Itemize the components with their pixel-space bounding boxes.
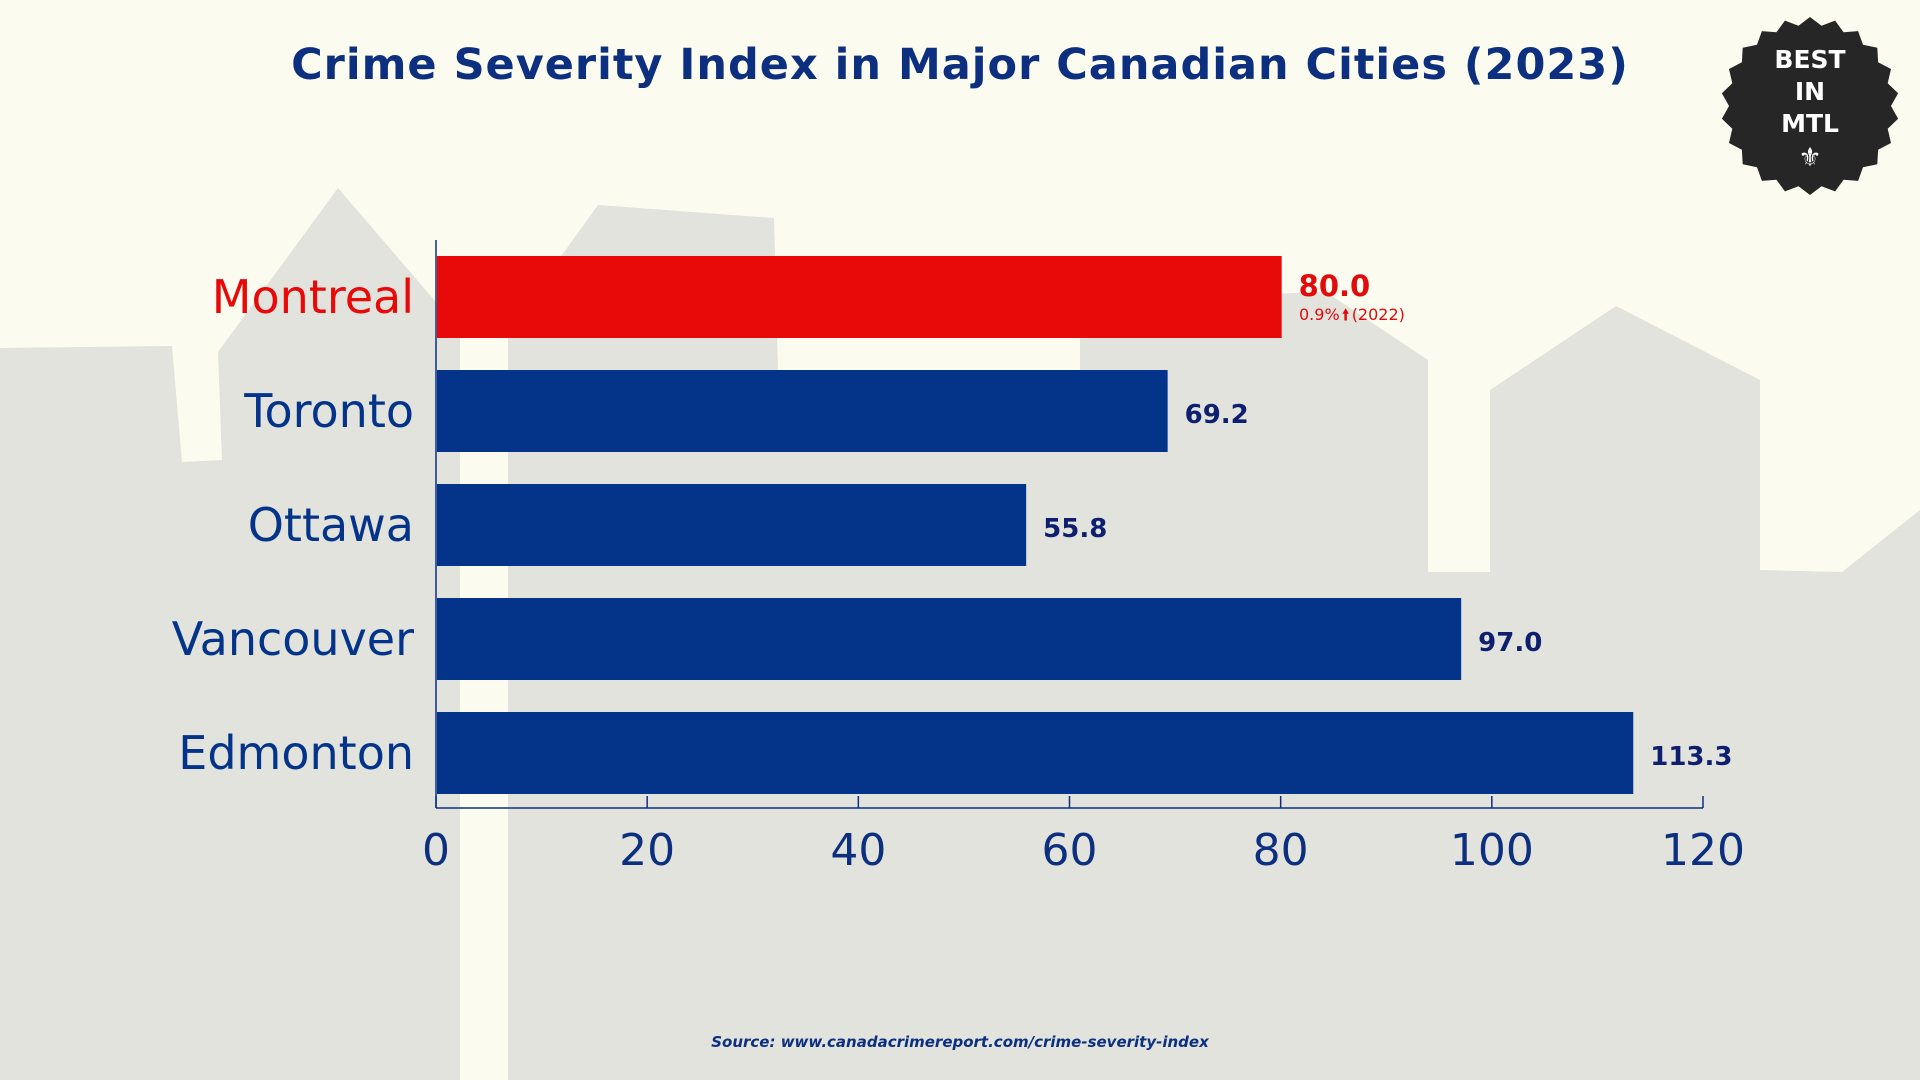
category-label-edmonton: Edmonton — [178, 726, 414, 780]
badge-line-2: IN — [1794, 77, 1826, 106]
best-in-mtl-badge: BEST IN MTL ⚜ — [1720, 16, 1900, 196]
category-label-montreal: Montreal — [212, 270, 414, 324]
badge-shape — [1721, 17, 1899, 195]
badge-line-1: BEST — [1774, 45, 1846, 74]
x-tick-label: 100 — [1450, 825, 1534, 876]
x-tick-label: 40 — [830, 825, 886, 876]
change-year: (2022) — [1351, 305, 1405, 324]
chart-title: Crime Severity Index in Major Canadian C… — [291, 40, 1629, 90]
bar-vancouver — [437, 598, 1462, 680]
value-label-ottawa: 55.8 — [1043, 514, 1107, 544]
source-note: Source: www.canadacrimereport.com/crime-… — [711, 1033, 1209, 1051]
change-percent: 0.9% — [1299, 305, 1340, 324]
category-label-toronto: Toronto — [243, 384, 414, 438]
bar-edmonton — [437, 712, 1634, 794]
x-tick-label: 60 — [1042, 825, 1098, 876]
value-label-montreal: 80.0 — [1299, 269, 1371, 303]
bar-ottawa — [437, 484, 1027, 566]
x-tick-label: 80 — [1253, 825, 1309, 876]
category-label-ottawa: Ottawa — [248, 498, 414, 552]
fleur-de-lis-icon: ⚜ — [1798, 142, 1822, 172]
value-label-vancouver: 97.0 — [1478, 628, 1542, 658]
badge-line-3: MTL — [1781, 109, 1839, 138]
x-tick-label: 0 — [422, 825, 450, 876]
value-label-edmonton: 113.3 — [1650, 742, 1732, 772]
x-tick-label: 20 — [619, 825, 675, 876]
badge-text: BEST IN MTL — [1720, 44, 1900, 140]
x-tick-label: 120 — [1661, 825, 1745, 876]
category-label-vancouver: Vancouver — [172, 612, 414, 666]
value-label-toronto: 69.2 — [1185, 400, 1249, 430]
bar-montreal — [437, 256, 1282, 338]
arrow-up-icon: 🠙 — [1341, 305, 1350, 324]
montreal-change-note: 0.9% 🠙 (2022) — [1299, 304, 1405, 331]
bar-toronto — [437, 370, 1168, 452]
